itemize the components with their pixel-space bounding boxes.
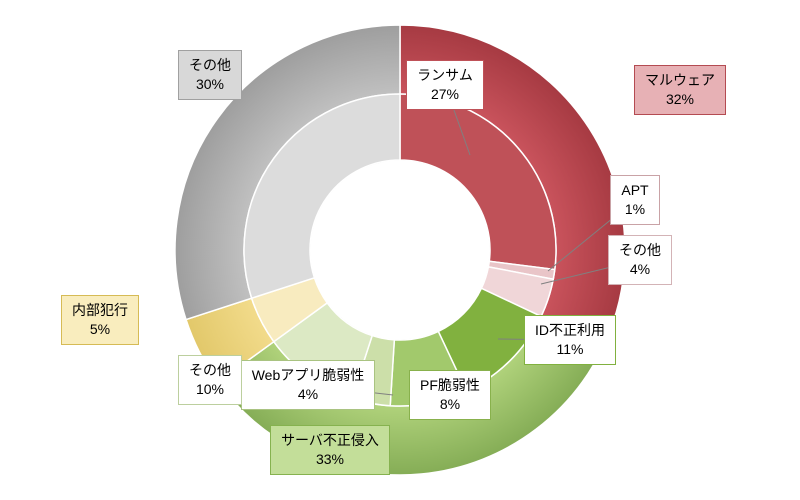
label-web_vuln: Webアプリ脆弱性4% xyxy=(241,360,376,410)
label-text: その他 xyxy=(189,56,231,75)
label-text: その他 xyxy=(189,361,231,380)
label-text: マルウェア xyxy=(645,71,715,90)
label-pct: 5% xyxy=(72,320,128,339)
label-text: サーバ不正侵入 xyxy=(281,431,379,450)
label-pct: 4% xyxy=(619,260,661,279)
label-text: APT xyxy=(621,181,648,200)
label-other_srv: その他10% xyxy=(178,355,242,405)
label-insider: 内部犯行5% xyxy=(61,295,139,345)
label-pct: 33% xyxy=(281,450,379,469)
label-pct: 32% xyxy=(645,90,715,109)
label-pct: 1% xyxy=(621,200,648,219)
label-pct: 30% xyxy=(189,75,231,94)
label-pct: 8% xyxy=(420,395,480,414)
label-server_intrusion: サーバ不正侵入33% xyxy=(270,425,390,475)
label-text: PF脆弱性 xyxy=(420,376,480,395)
label-text: 内部犯行 xyxy=(72,301,128,320)
label-text: ID不正利用 xyxy=(535,321,605,340)
label-text: ランサム xyxy=(417,66,473,85)
label-ransom: ランサム27% xyxy=(406,60,484,110)
label-malware: マルウェア32% xyxy=(634,65,726,115)
label-other_mal: その他4% xyxy=(608,235,672,285)
label-text: その他 xyxy=(619,241,661,260)
label-pct: 10% xyxy=(189,380,231,399)
label-other_outer: その他30% xyxy=(178,50,242,100)
label-pf_vuln: PF脆弱性8% xyxy=(409,370,491,420)
label-pct: 27% xyxy=(417,85,473,104)
label-id_misuse: ID不正利用11% xyxy=(524,315,616,365)
label-pct: 4% xyxy=(252,385,365,404)
sunburst-chart: マルウェア32%サーバ不正侵入33%内部犯行5%その他30%ランサム27%APT… xyxy=(0,0,800,500)
label-apt: APT1% xyxy=(610,175,659,225)
label-text: Webアプリ脆弱性 xyxy=(252,366,365,385)
label-pct: 11% xyxy=(535,340,605,359)
